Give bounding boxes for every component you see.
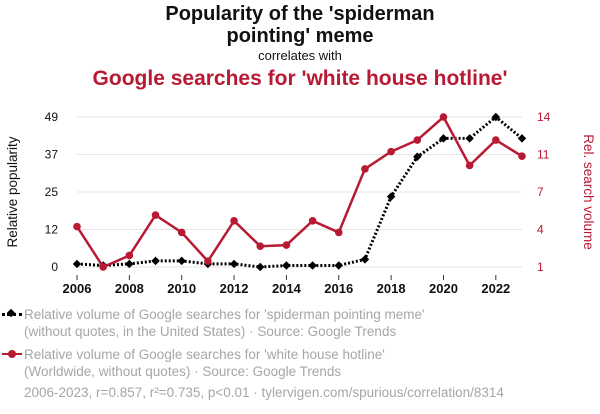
white-house-data-point	[439, 113, 448, 121]
y-left-tick-label: 0	[51, 260, 58, 274]
legend-circle-icon	[8, 350, 16, 358]
white-house-series-line	[75, 115, 523, 269]
y-left-tick-label: 49	[45, 110, 59, 124]
spiderman-data-point	[413, 152, 422, 162]
spiderman-data-point	[308, 261, 317, 270]
spiderman-data-point	[72, 259, 82, 269]
x-tick-label: 2020	[429, 281, 458, 296]
white-house-data-point	[230, 217, 238, 225]
white-house-data-point	[361, 165, 369, 173]
white-house-data-point	[387, 147, 395, 156]
spiderman-data-point	[255, 262, 265, 272]
y-right-tick-label: 1	[537, 260, 544, 274]
white-house-data-point	[492, 136, 500, 144]
white-house-data-point	[151, 211, 160, 219]
white-house-data-point	[204, 257, 212, 266]
y-left-tick-label: 25	[45, 185, 59, 199]
x-tick-label: 2012	[220, 281, 249, 296]
x-tick-label: 2022	[481, 281, 510, 296]
y-right-tick-label: 7	[537, 185, 544, 199]
legend-label-spiderman-line-1: Relative volume of Google searches for '…	[24, 307, 425, 322]
y-right-tick-label: 14	[537, 110, 551, 124]
spiderman-data-point	[334, 261, 344, 270]
spiderman-data-point	[386, 192, 396, 201]
spiderman-data-point	[125, 259, 134, 269]
white-house-data-point	[465, 161, 474, 170]
y-left-axis-title: Relative popularity	[5, 136, 20, 247]
spiderman-data-point	[177, 256, 186, 266]
y-left-tick-label: 12	[45, 223, 59, 237]
white-house-data-point	[413, 136, 422, 144]
legend-item-spiderman: Relative volume of Google searches for '…	[2, 306, 425, 340]
spiderman-data-point	[360, 255, 370, 264]
legend-item-white-house: Relative volume of Google searches for '…	[2, 346, 385, 380]
y-left-tick-label: 37	[45, 148, 59, 162]
spiderman-data-point	[282, 261, 291, 270]
x-tick-label: 2018	[377, 281, 406, 296]
x-tick-label: 2006	[63, 281, 92, 296]
correlates-with-text: correlates with	[258, 48, 342, 63]
white-house-data-point	[177, 228, 186, 237]
white-house-data-point	[308, 217, 317, 225]
chart-footer: 2006-2023, r=0.857, r²=0.735, p<0.01 · t…	[24, 385, 504, 400]
spiderman-data-point	[151, 256, 160, 266]
y-right-axis-title: Rel. search volume	[581, 134, 596, 250]
white-house-data-point	[256, 242, 265, 251]
x-tick-label: 2016	[324, 281, 353, 296]
white-house-data-point	[125, 251, 134, 260]
legend-label-white-house-line-1: Relative volume of Google searches for '…	[24, 347, 385, 362]
spiderman-data-point	[517, 134, 527, 143]
white-house-data-point	[99, 263, 107, 271]
y-right-tick-label: 4	[537, 223, 544, 237]
white-house-data-point	[518, 152, 526, 161]
legend-label-white-house-line-2: (Worldwide, without quotes) · Source: Go…	[24, 364, 342, 379]
chart-title-line-1: Popularity of the 'spiderman	[165, 3, 435, 25]
y-right-tick-label: 11	[537, 148, 550, 162]
white-house-data-point	[73, 222, 81, 231]
chart-subtitle: Google searches for 'white house hotline…	[92, 67, 508, 90]
x-tick-label: 2014	[272, 281, 302, 296]
spiderman-data-point	[465, 134, 474, 143]
spiderman-data-point	[491, 112, 501, 122]
legend-label-spiderman-line-2: (without quotes, in the United States) ·…	[24, 324, 397, 339]
spiderman-series-line	[76, 115, 523, 269]
x-tick-label: 2008	[115, 281, 144, 296]
white-house-data-point	[282, 241, 291, 249]
white-house-data-point	[334, 228, 343, 237]
spiderman-data-point	[229, 259, 239, 269]
chart-title-line-2: pointing' meme	[226, 25, 374, 47]
x-tick-label: 2010	[167, 281, 196, 296]
spiderman-data-point	[439, 134, 448, 143]
chart-title: Popularity of the 'spiderman pointing' m…	[0, 3, 600, 47]
